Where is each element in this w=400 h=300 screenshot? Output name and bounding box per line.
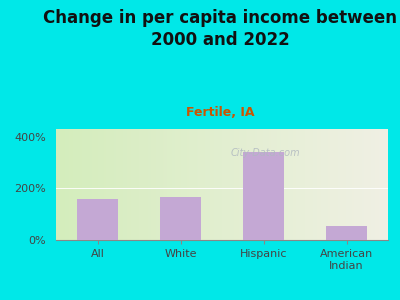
Bar xyxy=(326,226,367,240)
Text: Fertile, IA: Fertile, IA xyxy=(186,106,254,119)
Text: Change in per capita income between
2000 and 2022: Change in per capita income between 2000… xyxy=(43,9,397,49)
Bar xyxy=(243,152,284,240)
Bar xyxy=(77,199,118,240)
Bar xyxy=(160,197,201,240)
Text: City-Data.com: City-Data.com xyxy=(230,148,300,158)
